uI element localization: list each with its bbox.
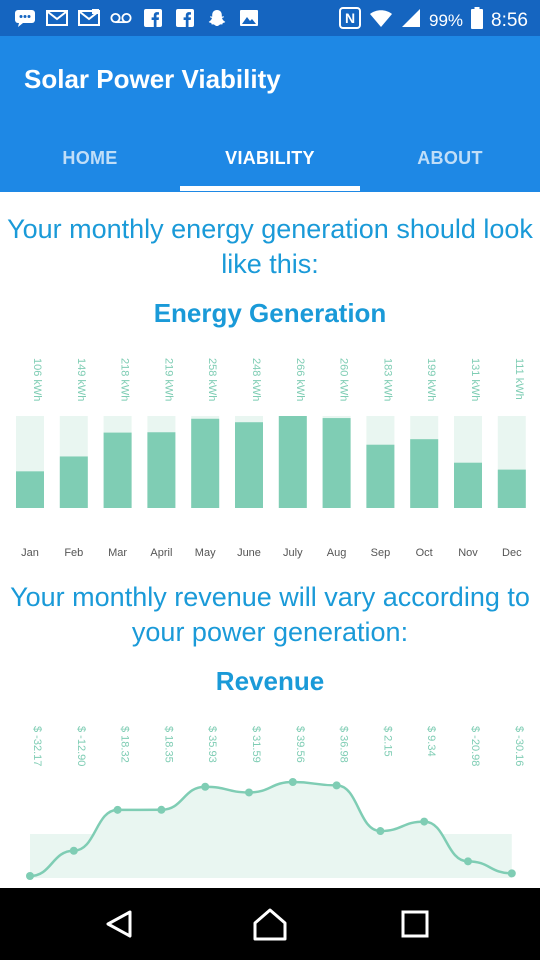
month-tick-label: Aug: [327, 547, 347, 559]
bar: [16, 471, 44, 508]
gmail-icon: [46, 7, 68, 29]
tab-about[interactable]: ABOUT: [417, 148, 483, 168]
month-tick-label: April: [150, 547, 172, 559]
bar-value-label: 218 kWh: [119, 358, 131, 401]
revenue-value-label: $ 39.56: [294, 726, 306, 763]
recent-apps-icon[interactable]: [395, 904, 435, 944]
revenue-point: [245, 788, 253, 797]
revenue-point: [420, 817, 429, 826]
bar: [103, 432, 132, 508]
signal-icon: [401, 8, 421, 33]
energy-chart-title: Energy Generation: [153, 298, 387, 328]
bar-value-label: 111 kWh: [513, 358, 525, 400]
bar: [366, 444, 395, 508]
image-icon: [238, 7, 260, 29]
notification-icons: [14, 7, 260, 29]
active-tab-indicator: [180, 186, 360, 191]
facebook-icon: [142, 7, 164, 29]
bar-value-label: 248 kWh: [250, 358, 262, 401]
clock: 8:56: [491, 9, 528, 31]
revenue-point: [507, 869, 516, 878]
month-tick-label: Oct: [416, 547, 433, 559]
bar-value-label: 106 kWh: [31, 358, 43, 401]
revenue-point: [332, 781, 341, 790]
home-icon[interactable]: [250, 904, 290, 944]
revenue-point: [157, 805, 166, 814]
bar-value-label: 149 kWh: [75, 358, 87, 401]
revenue-point: [288, 778, 297, 786]
month-tick-label: Feb: [64, 547, 83, 559]
bar: [147, 432, 176, 508]
bar: [191, 418, 220, 508]
bar: [454, 462, 482, 508]
bar-value-label: 260 kWh: [338, 358, 350, 401]
svg-text:N: N: [345, 10, 355, 26]
navigation-bar: [0, 888, 540, 960]
tab-bar: HOME VIABILITY ABOUT: [0, 132, 540, 192]
revenue-value-label: $ 9.34: [425, 726, 437, 757]
revenue-chart-title: Revenue: [215, 666, 325, 696]
wifi-icon: [369, 8, 393, 33]
revenue-value-label: $ 2.15: [381, 726, 393, 757]
back-icon[interactable]: [100, 904, 140, 944]
chat-bubble-icon: [14, 7, 36, 29]
snapchat-icon: [206, 7, 228, 29]
revenue-value-label: $ -30.16: [513, 726, 525, 766]
month-tick-label: May: [195, 547, 216, 559]
revenue-point: [376, 827, 385, 836]
bar-value-label: 266 kWh: [294, 358, 306, 401]
bar-value-label: 258 kWh: [206, 358, 218, 401]
gmail-icon: [78, 7, 100, 29]
bar-value-label: 183 kWh: [381, 358, 393, 401]
bar-value-label: 219 kWh: [162, 358, 174, 401]
bar: [410, 439, 439, 508]
revenue-value-label: $ 35.93: [206, 726, 218, 763]
revenue-point: [26, 872, 34, 880]
facebook-icon: [174, 7, 196, 29]
revenue-point: [464, 857, 472, 866]
battery-percent: 99%: [428, 10, 464, 30]
month-tick-label: Sep: [371, 547, 391, 559]
revenue-area: [30, 782, 512, 878]
revenue-chart: $ -32.17 $ -12.90 $ 18.32 $ 18.35 $ 35.93 $ 3…: [26, 726, 525, 880]
bar: [278, 416, 307, 508]
system-indicators: N 99% 8:56: [338, 7, 528, 34]
app-bar: Solar Power Viability HOME VIABILITY ABO…: [0, 36, 540, 192]
revenue-point: [201, 782, 210, 791]
month-tick-label: June: [237, 547, 261, 559]
energy-heading: Your monthly energy generation should lo…: [7, 214, 533, 279]
revenue-value-label: $ 18.32: [119, 726, 131, 763]
revenue-value-label: $ -12.90: [75, 726, 87, 766]
nfc-icon: N: [338, 7, 361, 34]
bar: [59, 456, 88, 508]
status-bar: N 99% 8:56: [0, 0, 540, 36]
revenue-value-label: $ -32.17: [31, 726, 43, 766]
revenue-point: [69, 846, 78, 855]
voicemail-icon: [110, 7, 132, 29]
energy-generation-chart: 106 kWh Jan 149 kWh Feb 218 kWh Mar 219 kWh Apr…: [16, 358, 526, 559]
revenue-value-label: $ 18.35: [162, 726, 174, 763]
month-tick-label: July: [283, 547, 303, 559]
app-title: Solar Power Viability: [24, 64, 281, 94]
revenue-point: [113, 805, 122, 814]
revenue-value-label: $ -20.98: [469, 726, 481, 766]
revenue-value-label: $ 31.59: [250, 726, 262, 763]
tab-viability[interactable]: VIABILITY: [225, 148, 315, 168]
bar-value-label: 199 kWh: [425, 358, 437, 401]
revenue-heading: Your monthly revenue will vary according…: [10, 582, 530, 647]
month-tick-label: Jan: [21, 547, 39, 559]
revenue-value-label: $ 36.98: [338, 726, 350, 763]
tab-home[interactable]: HOME: [62, 148, 118, 168]
month-tick-label: Nov: [458, 547, 478, 559]
bar: [322, 418, 351, 508]
bar-value-label: 131 kWh: [469, 358, 481, 401]
revenue-line: [29, 780, 512, 878]
bar: [235, 422, 263, 508]
month-tick-label: Mar: [108, 547, 127, 559]
battery-icon: [471, 7, 484, 34]
month-tick-label: Dec: [502, 547, 522, 559]
bar: [497, 469, 526, 508]
